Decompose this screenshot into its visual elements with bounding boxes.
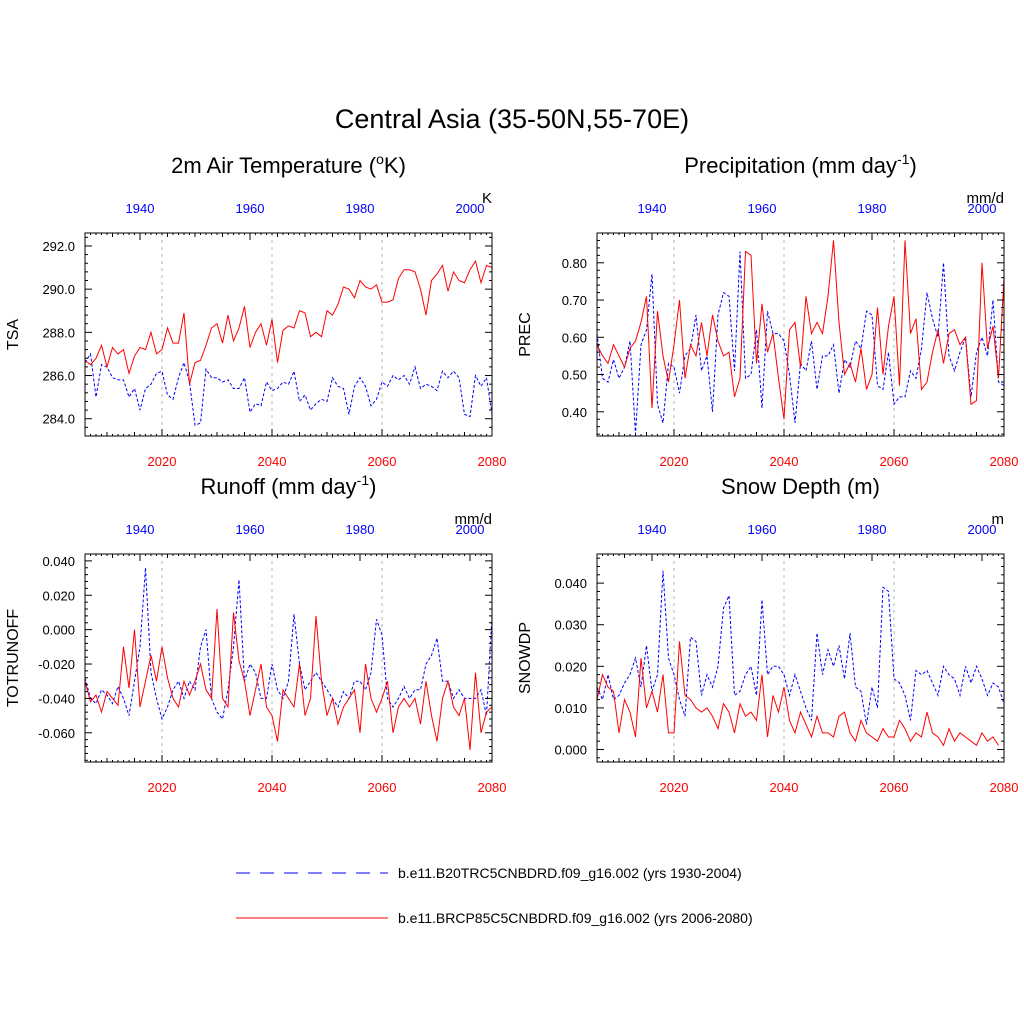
x-tick-label-top: 1940 <box>638 522 667 537</box>
x-tick-label-bottom: 2020 <box>148 780 177 795</box>
x-tick-label-bottom: 2060 <box>368 454 397 469</box>
panel-snow-depth: Snow Depth (m) m SNOWDP 2020 2040 2060 2080 194… <box>517 474 1019 795</box>
x-tick-label-top: 1940 <box>126 201 155 216</box>
series-future-snow-depth <box>597 641 999 747</box>
y-tick-label: 0.60 <box>562 330 587 345</box>
y-tick-label: 284.0 <box>42 412 75 427</box>
series-historical-temperature <box>85 352 492 426</box>
panel-title-tail: ) <box>909 153 916 178</box>
y-axis-label-snow-depth: SNOWDP <box>517 622 534 694</box>
y-tick-label: 0.50 <box>562 368 587 383</box>
y-tick-label: 0.70 <box>562 293 587 308</box>
y-tick-label: 0.040 <box>554 576 587 591</box>
series-historical-snow-depth <box>597 570 1004 725</box>
x-tick-label-bottom: 2080 <box>990 454 1019 469</box>
legend-label-future: b.e11.BRCP85C5CNBDRD.f09_g16.002 (yrs 20… <box>398 910 753 926</box>
y-tick-label: -0.020 <box>38 657 75 672</box>
x-tick-label-bottom: 2020 <box>660 780 689 795</box>
x-tick-label-top: 1960 <box>748 201 777 216</box>
series-future-runoff <box>85 608 492 751</box>
y-tick-label: 0.000 <box>42 623 75 638</box>
x-tick-label-top: 1960 <box>236 522 265 537</box>
panel-title-main: Precipitation (mm day <box>684 153 897 178</box>
legend: b.e11.B20TRC5CNBDRD.f09_g16.002 (yrs 193… <box>236 865 753 926</box>
units-label-temperature: K <box>482 190 492 207</box>
panel-title-tail: K) <box>384 153 406 178</box>
y-tick-label: 290.0 <box>42 282 75 297</box>
panel-title-main: Snow Depth (m) <box>721 474 880 499</box>
y-tick-label: 0.40 <box>562 405 587 420</box>
y-axis-label-runoff: TOTRUNOFF <box>5 609 22 708</box>
series-historical-precipitation <box>597 251 1004 435</box>
x-tick-label-top: 1960 <box>748 522 777 537</box>
panel-title-temperature: 2m Air Temperature (oK) <box>171 151 406 178</box>
y-axis-label-precipitation: PREC <box>517 312 534 356</box>
series-future-precipitation <box>597 240 1004 420</box>
panel-title-main: 2m Air Temperature ( <box>171 153 377 178</box>
x-tick-label-top: 1980 <box>346 201 375 216</box>
units-label-snow-depth: m <box>992 511 1005 528</box>
panel-title-snow-depth: Snow Depth (m) <box>721 474 880 499</box>
panel-title-tail: ) <box>369 474 376 499</box>
panel-precipitation: Precipitation (mm day-1) mm/d PREC 2020 2040… <box>517 151 1019 469</box>
x-tick-label-top: 1940 <box>638 201 667 216</box>
y-tick-label: 0.80 <box>562 256 587 271</box>
y-tick-label: 288.0 <box>42 325 75 340</box>
x-tick-label-top: 2000 <box>456 201 485 216</box>
units-label-runoff: mm/d <box>455 511 493 528</box>
x-tick-label-top: 1980 <box>858 201 887 216</box>
x-tick-label-bottom: 2020 <box>660 454 689 469</box>
x-tick-label-top: 1940 <box>126 522 155 537</box>
panel-runoff: Runoff (mm day-1) mm/d TOTRUNOFF 2020 2040 20… <box>5 472 507 795</box>
panels: 2m Air Temperature (oK) K TSA 2020 2040 2060 2… <box>5 151 1019 795</box>
y-tick-label: -0.040 <box>38 691 75 706</box>
x-tick-label-top: 2000 <box>968 522 997 537</box>
x-tick-label-top: 1980 <box>858 522 887 537</box>
x-tick-label-top: 1980 <box>346 522 375 537</box>
x-tick-label-bottom: 2060 <box>368 780 397 795</box>
x-tick-label-top: 2000 <box>456 522 485 537</box>
y-tick-label: 286.0 <box>42 369 75 384</box>
x-tick-label-bottom: 2040 <box>770 454 799 469</box>
x-tick-label-bottom: 2040 <box>770 780 799 795</box>
panel-title-sup: -1 <box>357 472 370 488</box>
x-tick-label-bottom: 2040 <box>258 780 287 795</box>
panel-title-sup: -1 <box>897 151 910 167</box>
y-tick-label: 0.020 <box>42 588 75 603</box>
x-tick-label-bottom: 2080 <box>478 454 507 469</box>
y-tick-label: 0.040 <box>42 554 75 569</box>
x-tick-label-bottom: 2080 <box>478 780 507 795</box>
y-tick-label: -0.060 <box>38 726 75 741</box>
x-tick-label-top: 2000 <box>968 201 997 216</box>
x-tick-label-top: 1960 <box>236 201 265 216</box>
panel-title-runoff: Runoff (mm day-1) <box>201 472 377 499</box>
panel-temperature: 2m Air Temperature (oK) K TSA 2020 2040 2060 2… <box>5 151 507 469</box>
panel-title-main: Runoff (mm day <box>201 474 357 499</box>
y-tick-label: 0.030 <box>554 618 587 633</box>
units-label-precipitation: mm/d <box>967 190 1005 207</box>
y-tick-label: 0.000 <box>554 743 587 758</box>
panel-title-precipitation: Precipitation (mm day-1) <box>684 151 917 178</box>
x-tick-label-bottom: 2040 <box>258 454 287 469</box>
figure-title: Central Asia (35-50N,55-70E) <box>335 104 689 134</box>
x-tick-label-bottom: 2060 <box>880 780 909 795</box>
series-historical-runoff <box>85 567 492 721</box>
y-tick-label: 0.010 <box>554 701 587 716</box>
y-tick-label: 0.020 <box>554 659 587 674</box>
y-tick-label: 292.0 <box>42 239 75 254</box>
x-tick-label-bottom: 2020 <box>148 454 177 469</box>
x-tick-label-bottom: 2080 <box>990 780 1019 795</box>
x-tick-label-bottom: 2060 <box>880 454 909 469</box>
y-axis-label-temperature: TSA <box>5 319 22 350</box>
series-future-temperature <box>85 259 492 385</box>
panel-title-sup: o <box>376 151 384 167</box>
legend-label-historical: b.e11.B20TRC5CNBDRD.f09_g16.002 (yrs 193… <box>398 865 742 881</box>
